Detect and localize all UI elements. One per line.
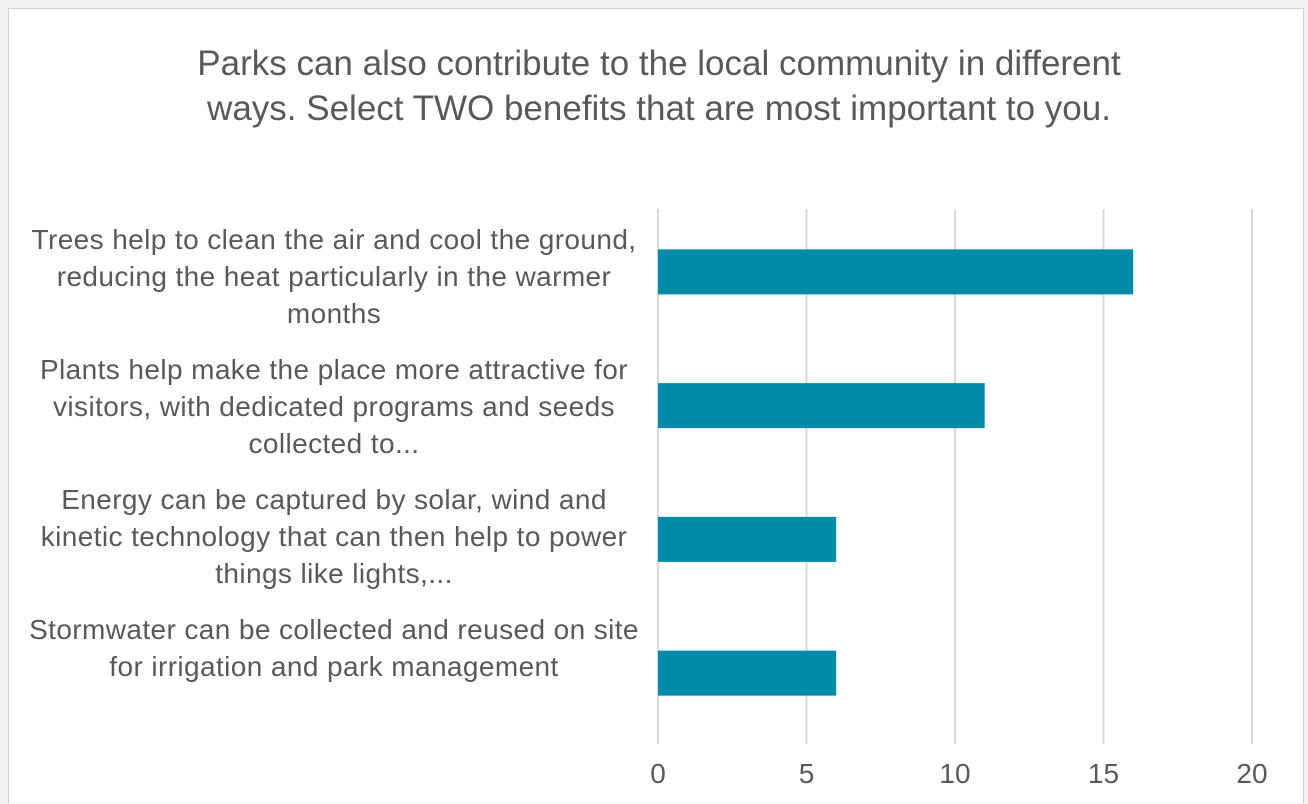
category-label-4: Stormwater can be collected and reused o… [29,614,639,682]
x-tick-label-10: 10 [939,758,970,789]
chart-title: Parks can also contribute to the local c… [197,44,1121,128]
x-tick-label-0: 0 [650,758,666,789]
bar-2 [658,383,985,429]
category-label-1: Trees help to clean the air and cool the… [31,224,637,329]
bar-1 [658,249,1134,295]
x-tick-label-5: 5 [799,758,815,789]
plot-area: 0 5 10 15 20 [650,209,1268,789]
x-tick-label-20: 20 [1236,758,1267,789]
category-label-3: Energy can be captured by solar, wind an… [40,484,628,589]
chart-frame: Parks can also contribute to the local c… [8,8,1304,803]
bar-3 [658,516,837,562]
x-tick-label-15: 15 [1088,758,1119,789]
category-label-2: Plants help make the place more attracti… [39,354,628,459]
bar-4 [658,650,837,696]
